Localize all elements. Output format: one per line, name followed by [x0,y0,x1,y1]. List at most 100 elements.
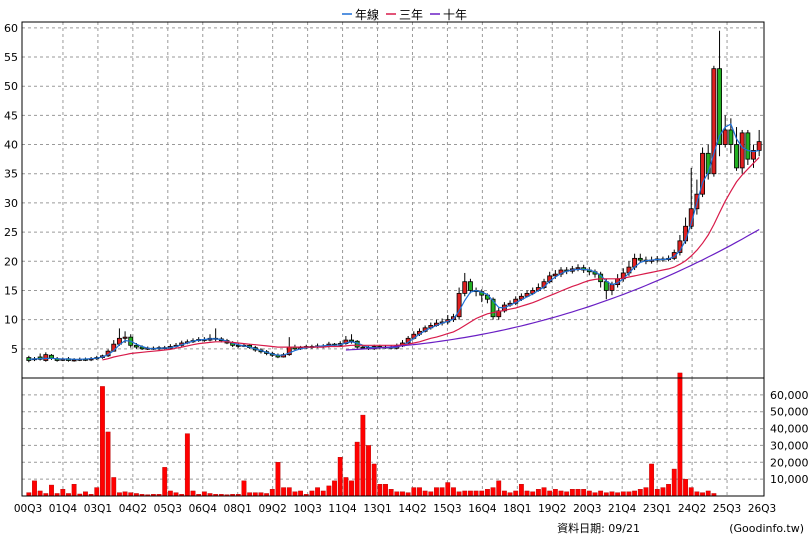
candle-body [43,354,49,361]
volume-bar [100,386,105,497]
volume-bar [184,433,190,497]
volume-bar [371,463,377,497]
volume-bar [456,491,462,497]
volume-bar [366,445,371,497]
volume-bar [501,490,507,497]
candle-body [235,344,241,347]
volume-bar [530,491,536,497]
volume-bar [660,487,666,497]
x-tick-label: 04Q2 [119,503,147,515]
volume-bar [643,487,649,497]
volume-bar [417,487,422,497]
volume-bar [60,489,66,497]
candles-layer [26,30,762,363]
x-tick-label: 21Q4 [608,503,637,515]
volume-bar [411,487,417,497]
volume-bar [128,492,134,497]
x-tick-label: 13Q1 [363,503,391,515]
price-tick-label: 55 [4,51,18,64]
volume-bar [105,431,111,497]
volume-bar [394,491,400,497]
x-tick-label: 05Q3 [154,503,182,515]
candle-body [467,281,473,291]
volume-bar [162,467,168,497]
candle-body [603,281,609,291]
x-tick-label: 23Q1 [643,503,671,515]
volume-bar [547,490,553,497]
price-tick-label: 5 [11,343,18,356]
volume-bar [558,490,564,497]
volume-bar [603,492,609,497]
legend-label: 年線 [355,7,379,22]
candle-body [552,273,558,277]
volume-bar [485,489,490,497]
volume-bar [360,414,366,497]
volume-bar [428,491,434,497]
volume-bar [320,490,326,497]
volume-tick-label: 30,000 [770,439,808,452]
legend-label: 三年 [399,8,423,22]
volume-bar [666,484,671,497]
volume-bar [37,490,43,497]
price-tick-label: 20 [4,255,18,268]
annual-ma-line [28,123,760,360]
volume-bar [598,490,604,497]
volume-bar [592,492,598,497]
volume-bar [122,491,128,497]
volume-bar [451,487,456,497]
candle-body [756,141,762,151]
x-tick-label: 14Q2 [398,503,426,515]
volume-bar [694,491,700,497]
volume-bar [445,482,451,497]
volume-bar [400,491,405,497]
volume-bar [513,490,519,497]
x-tick-label: 15Q3 [433,503,461,515]
x-tick-label: 09Q2 [259,503,287,515]
volume-bar [626,491,632,497]
x-tick-label: 00Q3 [14,503,42,515]
volume-bar [637,489,643,497]
volume-bar [383,484,388,497]
volume-bar [111,477,117,497]
volume-bar [620,491,626,497]
price-tick-label: 10 [4,314,18,327]
moving-average-layer [28,123,760,361]
volume-tick-label: 20,000 [770,456,808,469]
price-tick-label: 60 [4,22,18,35]
volume-bar [671,468,677,497]
price-grid [22,22,764,378]
volume-bars-layer [26,372,717,497]
x-tick-label: 16Q4 [468,503,497,515]
candle-body [360,346,366,349]
x-tick-label: 26Q3 [748,503,776,515]
price-tick-label: 15 [4,284,18,297]
volume-bar [332,480,337,497]
volume-bar [298,490,303,497]
volume-tick-label: 10,000 [770,473,808,486]
volume-bar [552,489,558,497]
volume-bar [535,489,541,497]
volume-bar [354,441,360,497]
volume-bar [434,487,439,497]
volume-bar [490,487,496,497]
candle-body [728,129,734,145]
candle-body [717,68,722,145]
volume-bar [281,487,287,497]
price-tick-label: 40 [4,139,18,152]
volume-bar [405,492,411,497]
candle-body [122,336,128,339]
volume-bar [422,490,428,497]
volume-bar [26,492,32,497]
volume-bar [71,484,77,497]
volume-bar [32,480,37,497]
volume-bar [688,487,694,497]
volume-bar [496,480,502,497]
volume-bar [683,478,688,497]
volume-bar [83,491,88,497]
x-tick-label: 03Q1 [84,503,112,515]
footer-date-label: 資料日期: 09/21 [557,521,640,535]
volume-bar [309,490,315,497]
volume-bar [632,490,638,497]
candle-body [349,339,354,342]
